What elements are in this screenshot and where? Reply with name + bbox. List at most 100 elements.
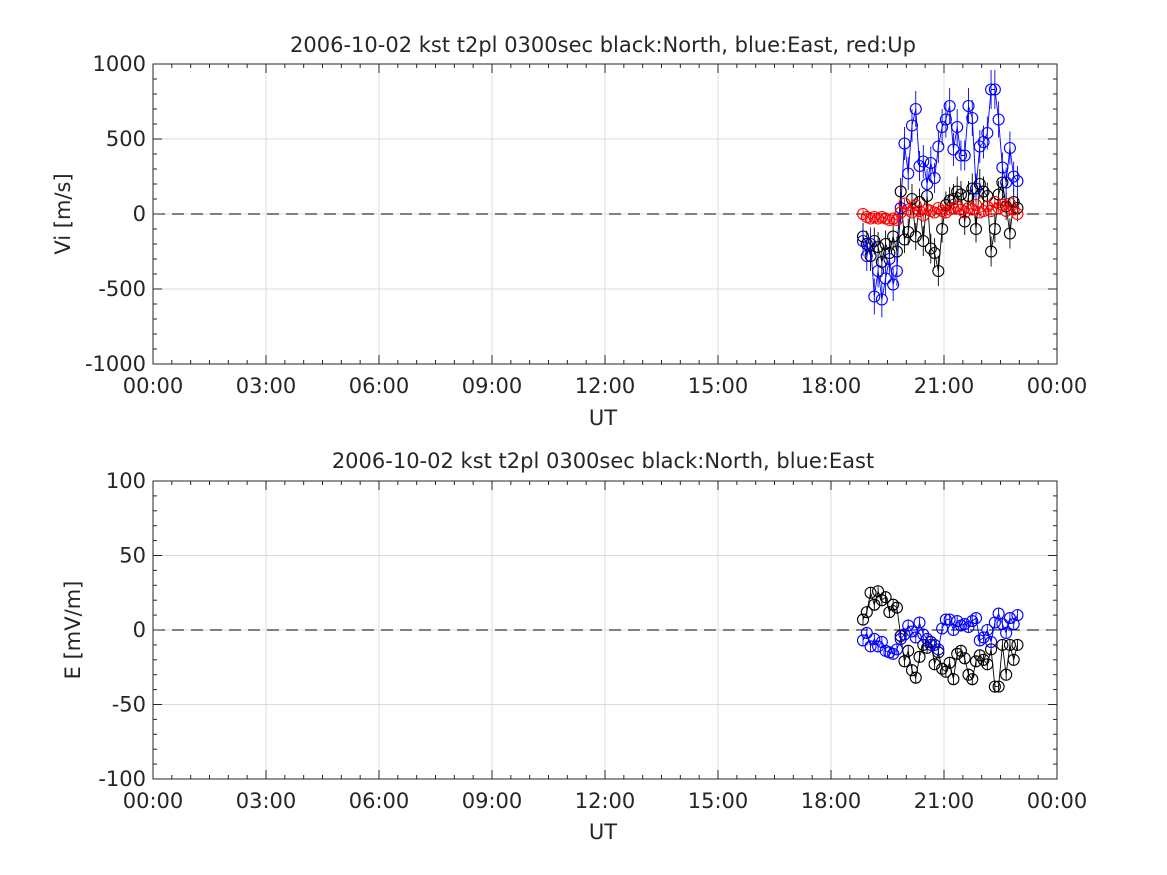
electric-field-panel-north-data-point [996,638,1009,651]
electric-field-panel-east-data-point [962,620,975,634]
electric-field-panel-north-data-point [947,673,960,686]
velocity-panel-east-data-point [864,237,877,251]
velocity-panel-up-data-point [958,206,971,219]
electric-field-panel-x-tick-label: 06:00 [349,789,410,813]
velocity-panel-east-data-point [856,234,870,248]
electric-field-panel-markers [856,585,1024,693]
electric-field-panel-x-tick-label: 03:00 [236,789,297,813]
electric-field-panel-tick-labels: 00:00 03:00 06:00 09:00 12:00 15:00 18:00 21:00… [98,469,1087,813]
velocity-panel-east-data-point [924,156,937,170]
electric-field-panel-north-data-point [909,671,922,684]
velocity-panel-north-data-point [969,222,983,236]
velocity-panel-x-tick-label: 12:00 [575,374,636,398]
electric-field-panel-east-data-point [887,647,900,660]
electric-field-panel-east-data-point [981,623,994,637]
electric-field-panel-y-tick-label: 50 [119,544,146,568]
velocity-panel-east-data-point [932,140,945,153]
velocity-panel-east-data-point [860,249,873,263]
velocity-panel-north-data-point [917,234,930,248]
electric-field-panel-north-data-point [973,649,986,662]
velocity-panel-east-data-point [883,252,896,266]
velocity-panel-east-data-point [894,201,907,215]
velocity-panel-north-data-point [954,188,968,201]
velocity-panel-east-data-point [992,113,1005,126]
velocity-panel-north-data-point [936,222,949,236]
velocity-panel-x-tick-label: 09:00 [462,374,523,398]
velocity-panel-tick-labels: 00:00 03:00 06:00 09:00 12:00 15:00 18:00 21:00… [85,52,1087,398]
velocity-panel-x-tick-label: 00:00 [1027,374,1088,398]
velocity-panel-north-data-point [951,185,964,198]
electric-field-panel-east-data-point [864,640,877,653]
velocity-panel-north-data-point [988,222,1001,236]
velocity-panel-north-data-point [973,177,986,191]
electric-field-panel-east-data-point [860,626,873,640]
electric-field-panel-north-data-point [875,594,888,607]
velocity-panel-east-data-point [988,83,1001,96]
electric-field-panel-east-data-point [969,612,983,625]
electric-field-panel-north-data-point [879,591,892,604]
velocity-panel-east-data-point [954,149,968,162]
velocity-panel-x-tick-label: 18:00 [801,374,862,398]
electric-field-panel-ylabel: E [mV/m] [61,581,85,680]
electric-field-panel-north-data-point [890,601,903,614]
velocity-panel-north-data-point [883,246,896,260]
electric-field-panel-east-data-point [924,638,937,651]
velocity-panel-ylabel: Vi [m/s] [51,173,75,254]
velocity-panel-up-data-point [1003,197,1016,210]
electric-field-panel-east-data-point [928,638,941,651]
electric-field-panel-east-data-point [992,607,1005,620]
velocity-panel-north-data-point [905,192,919,206]
velocity-panel-up-data-point [856,207,870,221]
electric-field-panel-east-data-point [1000,626,1013,640]
velocity-panel-north-data-point [996,176,1009,189]
electric-field-panel-east-data-point [890,643,903,656]
electric-field-panel-east-data-point [966,615,979,628]
electric-field-panel-east-data-point [932,643,945,656]
electric-field-panel-east-data-point [943,613,956,626]
velocity-panel-north-data-point [920,189,934,203]
velocity-panel-up-data-point [1011,207,1024,221]
velocity-panel-up-data-point [909,198,922,212]
velocity-panel-east-data-point [973,140,986,153]
electric-field-panel-north-data-point [1011,638,1024,651]
electric-field-panel-east-data-point [958,617,971,631]
velocity-panel-up-data-point [992,201,1005,215]
electric-field-panel-axes-box [152,480,1058,780]
velocity-panel-east-series-line [862,89,1018,300]
electric-field-panel-north-data-point [864,586,877,599]
velocity-panel-east-data-point [936,120,949,134]
velocity-panel-east-data-point [879,272,892,285]
velocity-panel-north-data-point [924,242,937,255]
electric-field-panel-x-tick-label: 18:00 [801,789,862,813]
velocity-panel-north-data-point [947,192,960,206]
velocity-panel-north-data-point [962,189,975,203]
electric-field-panel-north-data-point [913,650,926,663]
velocity-panel-north-data-point [958,215,971,228]
electric-field-panel-x-tick-label: 00:00 [123,789,184,813]
velocity-panel-east-data-point [913,159,926,173]
velocity-panel-up-data-point [996,198,1009,212]
velocity-panel-east-data-point [890,264,903,278]
electric-field-panel-north-data-point [969,655,983,668]
electric-field-panel-north-data-point [1000,668,1013,681]
electric-field-panel-east-data-point [894,632,907,645]
velocity-panel-east-data-point [1007,170,1020,183]
velocity-panel-y-tick-label: -500 [98,277,146,301]
velocity-panel-gridlines [153,64,1057,364]
velocity-panel-east-data-point [966,111,979,125]
velocity-panel-north-data-point [932,264,945,278]
electric-field-panel-y-tick-label: -50 [112,693,146,717]
velocity-panel-east-data-point [905,119,919,132]
velocity-panel-markers [856,83,1024,306]
velocity-panel-north-data-point [894,185,907,198]
electric-field-panel-north-data-point [977,653,990,666]
electric-field-panel-north-data-point [988,680,1001,693]
electric-field-panel-x-tick-label: 12:00 [575,789,636,813]
electric-field-panel-north-data-point [928,658,941,671]
electric-field-panel-north-data-point [966,673,979,686]
velocity-panel-north-data-point [864,249,877,263]
electric-field-panel-north-data-point [883,606,896,619]
electric-field-panel-east-data-point [920,632,934,645]
electric-field-panel-north-data-point [905,664,919,677]
velocity-panel-up-data-point [977,204,990,218]
